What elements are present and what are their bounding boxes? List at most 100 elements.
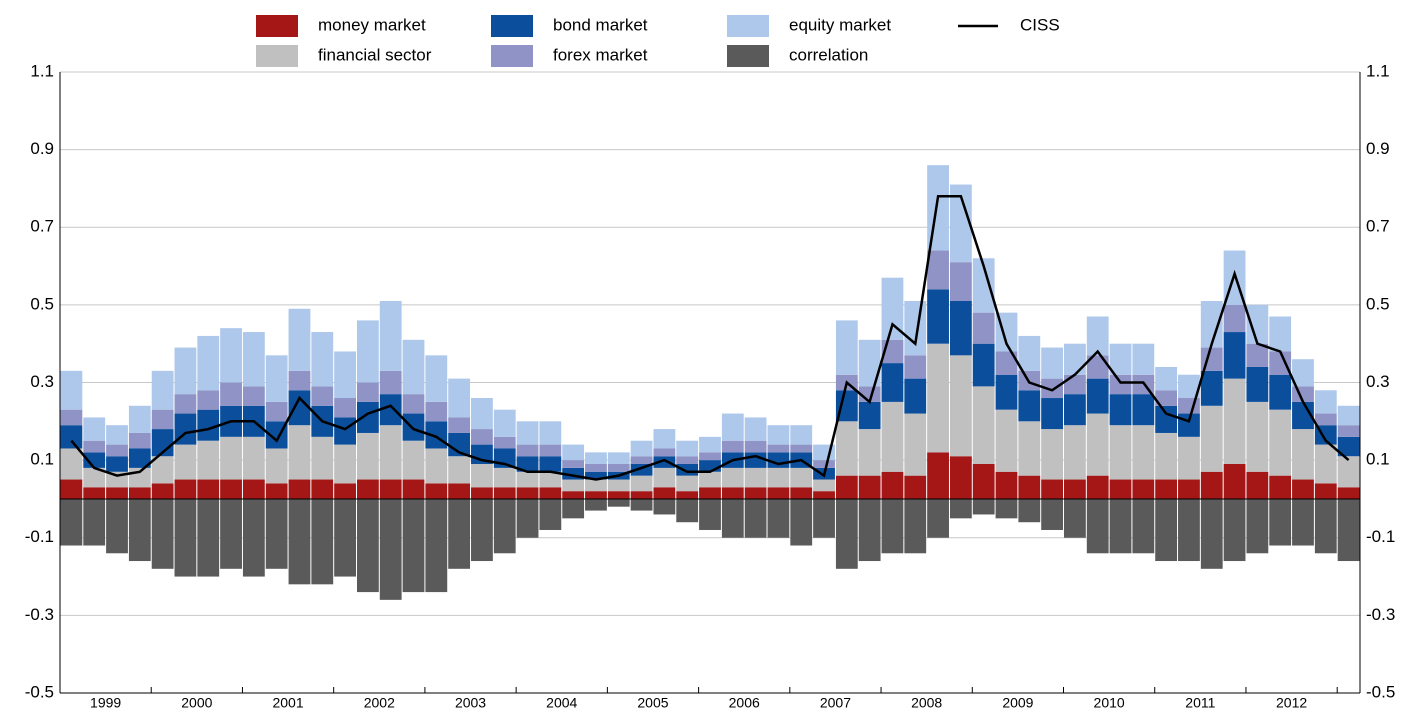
bar-segment [1269,409,1292,476]
bar-segment [562,460,585,468]
bar-segment [927,498,949,538]
bar-segment [744,417,767,441]
bar-segment [858,498,881,562]
bar-segment [1064,498,1086,538]
x-tick-label: 2009 [1002,695,1033,711]
bar-segment [607,479,630,492]
bar-segment [1086,316,1109,356]
y2-tick-label: 0.1 [1366,450,1390,469]
bar-segment [448,432,471,457]
bar-segment [1269,316,1292,352]
bar-segment [904,498,927,554]
bar-segment [106,425,128,445]
bar-segment [562,467,585,480]
x-tick-label: 2004 [546,695,577,711]
y-tick-label: 0.1 [30,450,54,469]
bar-segment [676,498,699,523]
bar-segment [60,448,83,480]
bar-segment [174,347,197,395]
bar-segment [151,370,174,410]
bar-segment [721,467,744,488]
x-tick-label: 2008 [911,695,942,711]
y2-tick-label: -0.5 [1366,682,1395,701]
bar-segment [585,452,607,465]
bar-segment [1200,405,1223,472]
bar-segment [242,479,265,499]
bar-segment [835,390,858,422]
bar-segment [288,390,311,426]
x-tick-label: 2000 [181,695,212,711]
bar-segment [904,378,927,414]
bar-segment [151,483,174,499]
bar-segment [1132,394,1155,426]
bar-segment [60,498,83,546]
x-tick-label: 2012 [1276,695,1307,711]
bar-segment [767,444,790,453]
bar-segment [767,425,790,445]
bar-segment [1246,304,1269,344]
bar-segment [106,498,128,554]
bar-segment [334,483,356,499]
legend-swatch [491,45,533,67]
y2-tick-label: -0.1 [1366,527,1395,546]
bar-segment [197,409,220,441]
bar-segment [607,452,630,465]
bar-segment [516,421,539,445]
bar-segment [311,332,334,387]
bar-segment [1314,483,1337,499]
bar-segment [904,475,927,499]
bar-segment [1246,401,1269,472]
bar-segment [1041,479,1064,499]
bar-segment [379,479,402,499]
y-tick-label: -0.3 [25,605,54,624]
bar-segment [1269,351,1292,375]
bar-segment [972,312,995,344]
bar-segment [607,491,630,499]
bar-segment [813,491,835,499]
bar-segment [220,328,242,383]
bar-segment [539,421,562,445]
x-tick-label: 2011 [1185,695,1215,711]
bar-segment [356,320,379,383]
bar-segment [311,479,334,499]
bar-segment [128,448,151,468]
bar-segment [881,498,904,554]
bar-segment [562,444,585,461]
bar-segment [653,456,676,468]
y-tick-label: -0.1 [25,527,54,546]
bar-segment [721,487,744,499]
bar-segment [379,425,402,480]
bar-segment [516,471,539,488]
bar-segment [1223,498,1246,562]
bar-segment [493,409,516,437]
bar-segment [585,464,607,472]
bar-segment [630,456,653,465]
bar-segment [1109,479,1132,499]
bar-segment [744,498,767,538]
bar-segment [539,456,562,472]
bar-segment [972,258,995,313]
bar-segment [471,398,493,430]
bar-segment [1337,436,1360,457]
bar-segment [1292,429,1314,480]
bar-segment [83,417,106,441]
bar-segment [995,351,1018,375]
bar-segment [1064,479,1086,499]
bar-segment [1292,359,1314,387]
bar-segment [1178,374,1200,399]
bar-segment [197,390,220,410]
bar-segment [1109,394,1132,426]
bar-segment [311,498,334,585]
bar-segment [425,355,448,402]
bar-segment [60,479,83,499]
bar-segment [676,456,699,465]
bar-segment [83,467,106,488]
bar-segment [539,498,562,530]
bar-segment [1269,475,1292,499]
legend-swatch [256,45,298,67]
bar-segment [1200,498,1223,569]
bar-segment [562,498,585,519]
bar-segment [242,436,265,480]
bar-segment [607,498,630,507]
bar-segment [813,460,835,468]
